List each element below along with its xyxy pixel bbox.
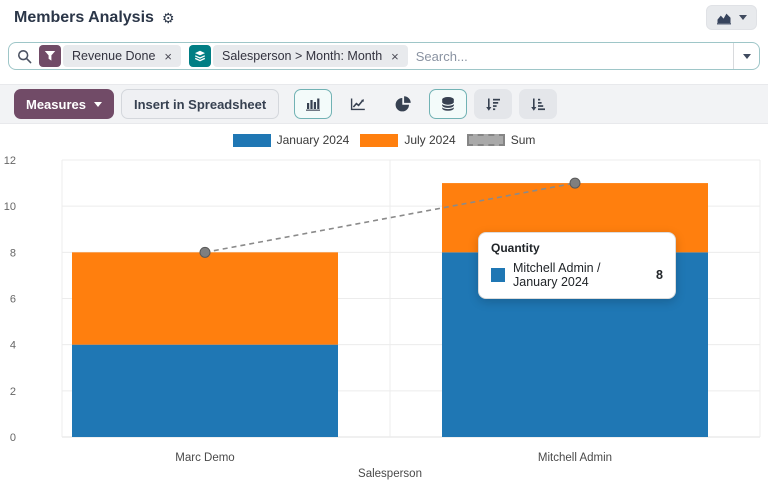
stacked-bars-button[interactable] <box>429 89 468 119</box>
legend-label: Sum <box>510 133 536 147</box>
search-options-toggle[interactable] <box>733 43 759 69</box>
graph-view: January 2024 July 2024 Sum 0 2 4 6 8 10 12 Marc D… <box>0 124 768 483</box>
y-tick-label: 10 <box>4 201 16 213</box>
search-facet-filter: Revenue Done × <box>39 45 181 67</box>
tooltip-title: Quantity <box>491 241 540 255</box>
sort-descending-button[interactable] <box>474 89 513 119</box>
breadcrumb: Members Analysis ⚙ <box>14 9 174 27</box>
line-chart-icon <box>351 98 366 111</box>
legend-label: July 2024 <box>404 133 456 147</box>
bar-segment[interactable] <box>72 344 338 437</box>
close-icon[interactable]: × <box>164 48 172 64</box>
gear-icon[interactable]: ⚙ <box>161 10 175 26</box>
pie-chart-icon <box>395 96 411 112</box>
chart-legend: January 2024 July 2024 Sum <box>0 133 768 147</box>
page-title: Members Analysis <box>14 9 154 26</box>
legend-label: January 2024 <box>276 133 350 147</box>
bar-segment[interactable] <box>72 252 338 345</box>
pie-chart-button[interactable] <box>384 89 422 119</box>
search-facet-groupby: Salesperson > Month: Month × <box>189 45 408 67</box>
stacked-bars-icon <box>441 97 455 111</box>
chevron-down-icon <box>739 15 747 20</box>
legend-swatch <box>232 133 271 147</box>
legend-swatch <box>466 134 505 146</box>
x-category-label: Mitchell Admin <box>538 452 612 464</box>
tooltip-value: 8 <box>656 268 663 282</box>
legend-item[interactable]: July 2024 <box>360 133 456 147</box>
area-chart-icon <box>716 11 732 25</box>
insert-label: Insert in Spreadsheet <box>133 96 267 112</box>
y-tick-label: 6 <box>10 294 16 306</box>
search-icon <box>17 49 32 64</box>
sort-ascending-button[interactable] <box>519 89 558 119</box>
y-tick-label: 2 <box>10 386 16 398</box>
close-icon[interactable]: × <box>391 48 399 64</box>
facet-label: Salesperson > Month: Month <box>222 49 383 63</box>
legend-item[interactable]: Sum <box>466 133 536 147</box>
bar-chart-icon <box>306 98 321 111</box>
line-chart-button[interactable] <box>339 89 377 119</box>
sort-descending-icon <box>486 98 501 111</box>
x-axis-title: Salesperson <box>358 468 422 480</box>
search-input[interactable] <box>415 48 733 64</box>
measures-label: Measures <box>26 96 86 112</box>
insert-in-spreadsheet-button[interactable]: Insert in Spreadsheet <box>120 89 280 119</box>
sum-point[interactable] <box>569 177 581 189</box>
sort-ascending-icon <box>531 98 546 111</box>
legend-swatch <box>360 133 399 147</box>
x-category-label: Marc Demo <box>175 452 234 464</box>
series-swatch <box>491 268 505 282</box>
facet-label: Revenue Done <box>72 49 156 63</box>
chevron-down-icon <box>93 101 102 107</box>
control-panel-toolbar: Measures Insert in Spreadsheet <box>0 84 768 124</box>
y-tick-label: 12 <box>4 155 16 167</box>
view-switcher-button[interactable] <box>706 5 757 30</box>
sum-point[interactable] <box>199 246 211 258</box>
search-bar: Revenue Done × Salesperson > Month: Mont… <box>8 42 760 70</box>
bar-chart-button[interactable] <box>294 89 333 119</box>
y-tick-label: 0 <box>10 432 16 444</box>
stacked-bar-chart[interactable]: 0 2 4 6 8 10 12 Marc Demo Mitchell Admin Salesper… <box>0 153 768 483</box>
chart-tooltip: Quantity Mitchell Admin / January 2024 8 <box>478 232 676 299</box>
y-tick-label: 8 <box>10 247 16 259</box>
measures-button[interactable]: Measures <box>14 89 114 119</box>
funnel-icon <box>39 45 61 67</box>
tooltip-row: Mitchell Admin / January 2024 8 <box>491 261 663 289</box>
tooltip-series-label: Mitchell Admin / January 2024 <box>513 261 601 289</box>
legend-item[interactable]: January 2024 <box>232 133 350 147</box>
y-tick-label: 4 <box>10 340 16 352</box>
layers-icon <box>189 45 211 67</box>
chevron-down-icon <box>742 53 751 59</box>
